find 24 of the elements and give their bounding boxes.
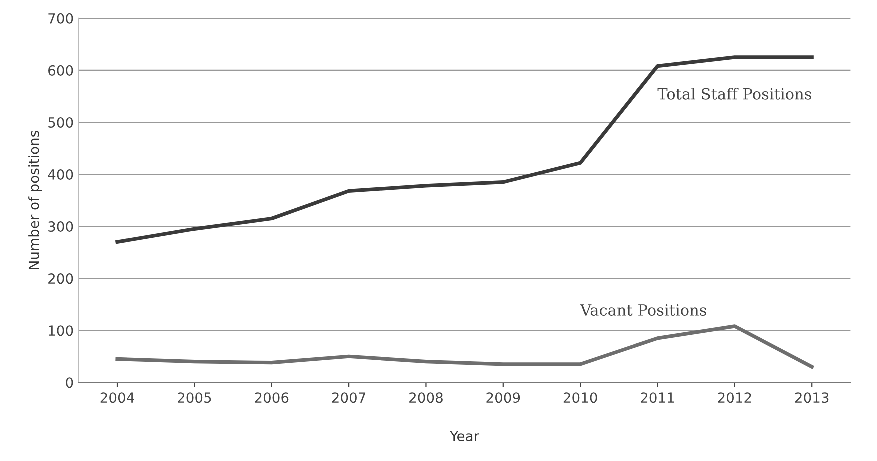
- y-tick-label: 600: [48, 65, 74, 76]
- x-tick-label: 2009: [486, 392, 520, 404]
- y-tick-label: 400: [48, 169, 74, 180]
- x-tick-label: 2010: [564, 392, 598, 404]
- x-tick-label: 2005: [178, 392, 212, 404]
- y-tick-label: 500: [48, 117, 74, 128]
- x-tick-label: 2007: [332, 392, 366, 404]
- x-tick-label: 2004: [100, 392, 134, 404]
- y-tick-label: 300: [48, 222, 74, 232]
- x-axis-title: Year: [450, 431, 480, 442]
- series-label: Total Staff Positions: [658, 88, 812, 100]
- x-tick-label: 2008: [410, 392, 443, 404]
- y-tick-label: 100: [49, 326, 74, 336]
- y-tick-label: 200: [48, 274, 74, 284]
- y-tick-label: 700: [48, 13, 74, 24]
- x-tick-label: 2006: [255, 392, 289, 404]
- y-tick-label: 0: [66, 378, 74, 388]
- series-label: Vacant Positions: [580, 304, 706, 316]
- x-tick-label: 2012: [718, 392, 752, 404]
- x-tick-label: 2013: [795, 392, 829, 404]
- line-series: [116, 324, 814, 369]
- x-tick-label: 2011: [641, 392, 674, 404]
- y-axis-title: Number of positions: [28, 131, 42, 270]
- line-series: [116, 56, 814, 244]
